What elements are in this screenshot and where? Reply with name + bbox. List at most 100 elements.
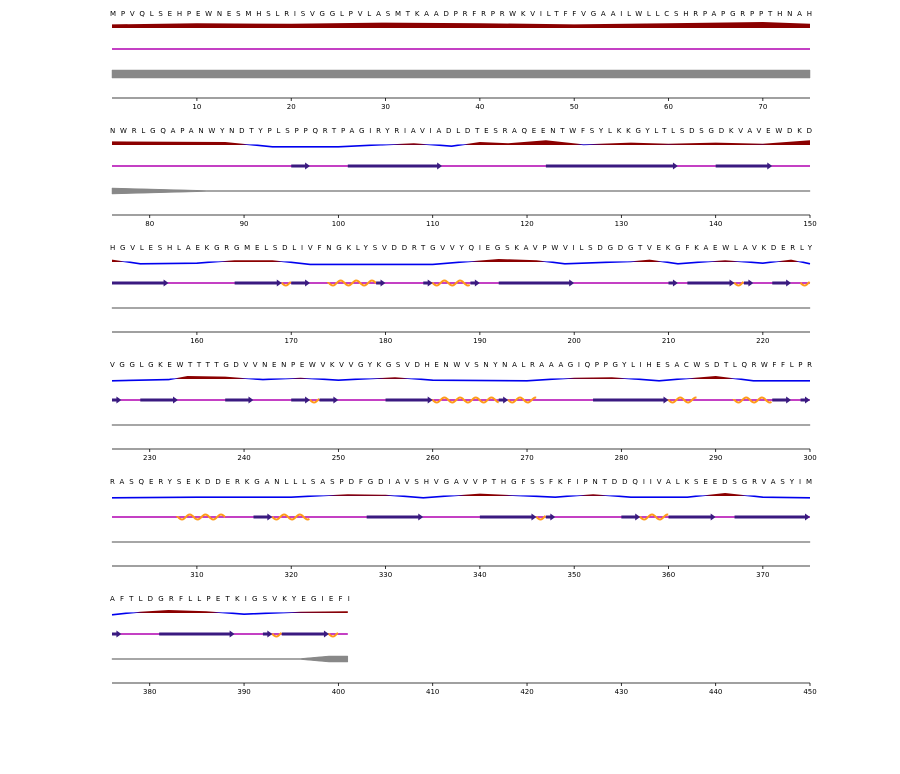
strand	[668, 513, 716, 521]
x-tick-label: 10	[192, 103, 201, 111]
strand	[687, 279, 735, 287]
helix	[309, 398, 320, 404]
disorder-line	[111, 378, 810, 382]
x-tick-label: 440	[709, 688, 722, 696]
sequence: NWRLGQAPANWYNDTYPLSPPQRTPAGIRYRIAVIADLDT…	[110, 127, 812, 135]
x-tick-label: 270	[520, 454, 533, 462]
disorder-area	[112, 259, 810, 262]
coverage	[111, 187, 811, 195]
x-tick-label: 210	[662, 337, 675, 345]
helix	[326, 279, 377, 287]
strand	[366, 513, 424, 521]
disorder-area	[112, 140, 810, 145]
strand	[668, 279, 678, 287]
strand	[593, 396, 669, 404]
x-tick-label: 330	[379, 571, 392, 579]
x-tick-label: 300	[803, 454, 816, 462]
x-tick-label: 100	[332, 220, 345, 228]
strand	[234, 279, 282, 287]
strand	[621, 513, 641, 521]
strand	[225, 396, 254, 404]
x-tick-label: 220	[756, 337, 769, 345]
x-tick-label: 110	[426, 220, 439, 228]
x-tick-label: 70	[758, 103, 767, 111]
strand	[423, 279, 433, 287]
x-tick-label: 260	[426, 454, 439, 462]
x-tick-label: 360	[662, 571, 675, 579]
strand	[376, 279, 386, 287]
sequence: AFTLDGRFLLPETKIGSVKYEGIEFI	[110, 595, 350, 603]
x-tick-label: 280	[615, 454, 628, 462]
strand	[800, 396, 810, 404]
strand	[498, 396, 509, 404]
helix	[799, 281, 811, 287]
strand	[715, 162, 773, 170]
x-tick-label: 20	[287, 103, 296, 111]
strand	[479, 513, 537, 521]
helix	[732, 281, 745, 287]
strand	[319, 396, 339, 404]
x-tick-label: 130	[615, 220, 628, 228]
x-tick-label: 230	[143, 454, 156, 462]
helix	[507, 396, 537, 404]
coverage	[111, 69, 811, 79]
strand	[112, 630, 122, 638]
helix	[281, 281, 292, 287]
disorder-line	[111, 495, 811, 499]
x-tick-label: 140	[709, 220, 722, 228]
coverage	[111, 307, 811, 309]
disorder-area	[112, 22, 810, 28]
x-tick-label: 150	[803, 220, 816, 228]
sequence: RASQERYSEKDDERKGANLLLSASPDFGDIAVSHVGAVVP…	[110, 478, 812, 486]
sequence: MPVQLSEHPEWNESMHSLRISVGGLPVLASMTKAADPRFR…	[110, 10, 812, 18]
x-tick-label: 190	[473, 337, 486, 345]
coverage	[111, 424, 811, 426]
strand	[159, 630, 235, 638]
helix	[666, 396, 697, 404]
x-tick-label: 160	[190, 337, 203, 345]
strand	[734, 513, 810, 521]
coverage	[111, 541, 811, 543]
x-tick-label: 310	[190, 571, 203, 579]
strand	[498, 279, 575, 287]
strand	[112, 396, 122, 404]
helix	[732, 396, 772, 404]
disorder-line	[118, 261, 811, 266]
helix	[326, 632, 339, 638]
sequence: HGVLESHLAEKGRGMELSDLIVFNGKLYSVDDRTGVVYQI…	[110, 244, 813, 252]
x-tick-label: 200	[568, 337, 581, 345]
strand	[291, 279, 311, 287]
x-tick-label: 30	[381, 103, 390, 111]
helix	[175, 513, 226, 521]
x-tick-label: 320	[285, 571, 298, 579]
disorder-area	[112, 376, 810, 379]
x-tick-label: 340	[473, 571, 486, 579]
strand	[772, 396, 792, 404]
x-tick-label: 120	[520, 220, 533, 228]
strand	[347, 162, 443, 170]
strand	[545, 162, 678, 170]
strand	[545, 513, 556, 521]
strand	[772, 279, 792, 287]
x-tick-label: 430	[615, 688, 628, 696]
helix	[271, 632, 283, 638]
coverage	[111, 655, 349, 663]
x-tick-label: 400	[332, 688, 345, 696]
x-tick-label: 240	[237, 454, 250, 462]
strand	[470, 279, 480, 287]
x-tick-label: 370	[756, 571, 769, 579]
x-tick-label: 390	[237, 688, 250, 696]
x-tick-label: 250	[332, 454, 345, 462]
x-tick-label: 450	[803, 688, 816, 696]
x-tick-label: 420	[520, 688, 533, 696]
strand	[253, 513, 273, 521]
x-tick-label: 50	[570, 103, 579, 111]
helix	[430, 396, 500, 404]
x-tick-label: 350	[568, 571, 581, 579]
strand	[743, 279, 754, 287]
sequence: VGGLGKEWTTTTGDVVNENPEWVKVVGYKGSVDHENWVSN…	[110, 361, 812, 369]
x-tick-label: 180	[379, 337, 392, 345]
disorder-line	[240, 144, 766, 148]
disorder-area	[112, 610, 348, 613]
